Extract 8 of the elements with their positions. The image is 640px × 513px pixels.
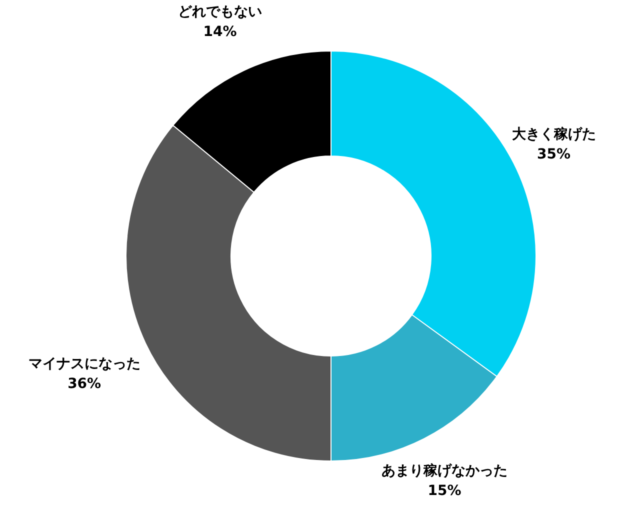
data-label: 35% — [536, 146, 571, 162]
slice-label: あまり稼げなかった — [382, 462, 508, 479]
data-label: 15% — [428, 482, 462, 499]
data-label: 36% — [68, 376, 102, 392]
slice-label: マイナスになった — [28, 356, 140, 372]
data-label: 14% — [203, 24, 237, 40]
slice-label: どれでもない — [178, 4, 262, 20]
slice-label: 大きく稼げた — [512, 126, 596, 142]
